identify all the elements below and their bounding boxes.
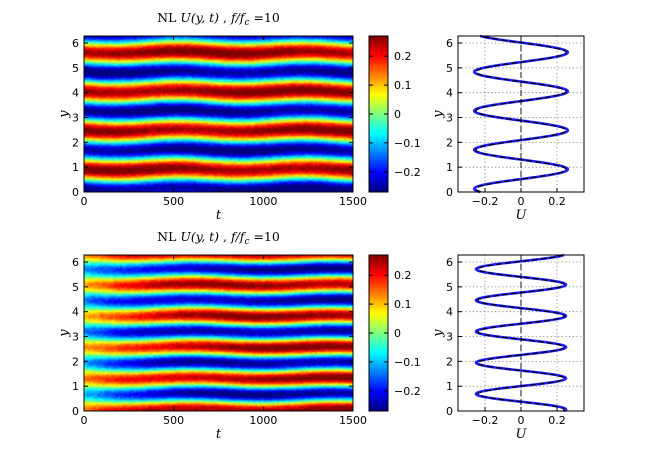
profile-y-tick-label: 1 — [446, 161, 453, 174]
profile-y-tick-label: 2 — [446, 136, 453, 149]
y-tick-label: 2 — [72, 355, 79, 368]
y-tick-label: 2 — [72, 136, 79, 149]
heatmap-image — [84, 36, 353, 192]
colorbar-tick-label: 0.1 — [394, 298, 412, 311]
profile-x-tick-label: 0.2 — [548, 414, 566, 427]
profile-y-tick-label: 5 — [446, 62, 453, 75]
x-tick-label: 0 — [81, 414, 88, 427]
x-tick-label: 500 — [163, 195, 184, 208]
profile-y-tick-label: 0 — [446, 405, 453, 418]
x-axis-label: t — [216, 208, 222, 223]
profile-y-axis-label: y — [431, 110, 446, 119]
profile-x-tick-label: 0 — [518, 195, 525, 208]
y-tick-label: 1 — [72, 161, 79, 174]
y-tick-label: 4 — [72, 87, 79, 100]
profile-y-tick-label: 6 — [446, 37, 453, 50]
heatmap-image — [84, 255, 353, 411]
x-axis-label: t — [216, 427, 222, 442]
colorbar — [369, 36, 388, 192]
x-tick-label: 1000 — [249, 414, 277, 427]
colorbar-tick-label: −0.2 — [394, 385, 421, 398]
y-tick-label: 0 — [72, 186, 79, 199]
x-tick-label: 500 — [163, 414, 184, 427]
x-tick-label: 1500 — [339, 414, 367, 427]
profile-x-tick-label: −0.2 — [472, 414, 499, 427]
x-tick-label: 0 — [81, 195, 88, 208]
y-tick-label: 6 — [72, 37, 79, 50]
profile-y-tick-label: 0 — [446, 186, 453, 199]
profile-y-axis-label: y — [431, 329, 446, 338]
profile-line-reference — [477, 254, 565, 412]
colorbar-tick-label: 0.2 — [394, 269, 412, 282]
profile-x-tick-label: 0.2 — [548, 195, 566, 208]
profile-y-tick-label: 4 — [446, 87, 453, 100]
y-axis-label: y — [57, 110, 72, 119]
x-tick-label: 1000 — [249, 195, 277, 208]
colorbar-tick-label: 0 — [394, 108, 401, 121]
chart-title: NL U(y, t) , f/fc =10 — [157, 229, 280, 247]
heatmap-frame — [83, 254, 354, 412]
profile-line-reference — [475, 35, 567, 193]
y-tick-label: 5 — [72, 62, 79, 75]
y-tick-label: 4 — [72, 306, 79, 319]
profile-y-tick-label: 3 — [446, 331, 453, 344]
profile-x-axis-label: U — [516, 427, 528, 442]
profile-x-axis-label: U — [516, 208, 528, 223]
colorbar-tick-label: 0 — [394, 327, 401, 340]
y-tick-label: 6 — [72, 256, 79, 269]
y-tick-label: 5 — [72, 281, 79, 294]
chart-title: NL U(y, t) , f/fc =10 — [157, 10, 280, 28]
profile-y-tick-label: 5 — [446, 281, 453, 294]
profile-y-tick-label: 4 — [446, 306, 453, 319]
x-tick-label: 1500 — [339, 195, 367, 208]
y-axis-label: y — [57, 329, 72, 338]
profile-y-tick-label: 2 — [446, 355, 453, 368]
colorbar-tick-label: 0.2 — [394, 50, 412, 63]
y-tick-label: 0 — [72, 405, 79, 418]
y-tick-label: 1 — [72, 380, 79, 393]
colorbar-tick-label: 0.1 — [394, 79, 412, 92]
y-tick-label: 3 — [72, 331, 79, 344]
profile-x-tick-label: 0 — [518, 414, 525, 427]
heatmap-frame — [83, 35, 354, 193]
profile-y-tick-label: 3 — [446, 112, 453, 125]
y-tick-label: 3 — [72, 112, 79, 125]
profile-y-tick-label: 1 — [446, 380, 453, 393]
profile-y-tick-label: 6 — [446, 256, 453, 269]
colorbar-tick-label: −0.2 — [394, 166, 421, 179]
profile-x-tick-label: −0.2 — [472, 195, 499, 208]
colorbar — [369, 255, 388, 411]
colorbar-tick-label: −0.1 — [394, 356, 421, 369]
colorbar-tick-label: −0.1 — [394, 137, 421, 150]
